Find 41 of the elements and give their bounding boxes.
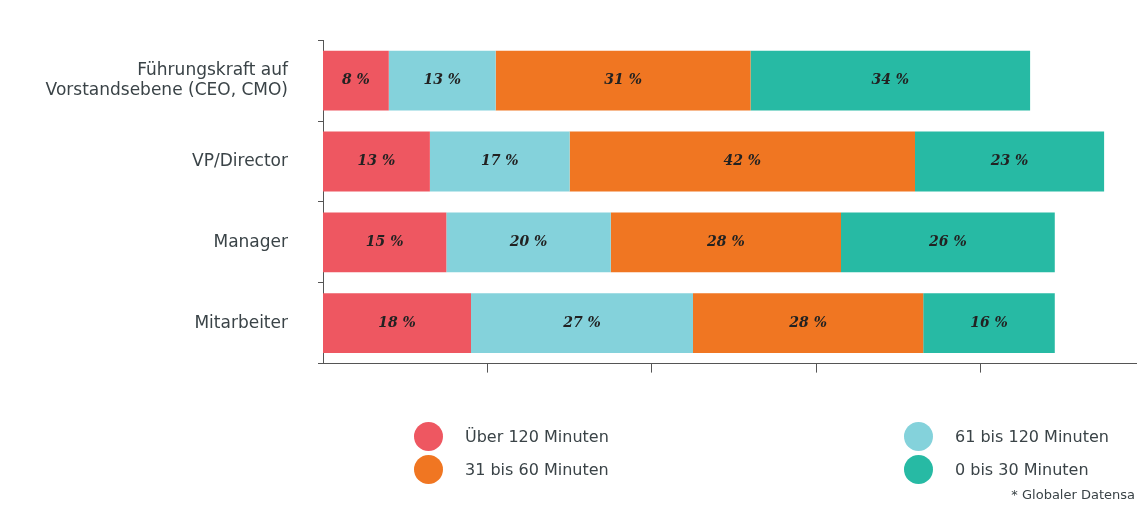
y-tick-label: Manager bbox=[213, 230, 288, 251]
data-label: 18 % bbox=[378, 313, 416, 330]
y-tick-label: VP/Director bbox=[192, 149, 288, 170]
bar bbox=[923, 293, 1055, 354]
bar bbox=[915, 131, 1105, 192]
legend-label: 31 bis 60 Minuten bbox=[465, 460, 609, 479]
bar bbox=[841, 212, 1055, 273]
y-tick-label: Führungskraft auf Vorstandsebene (CEO, CMO) bbox=[45, 58, 289, 100]
data-label: 8 % bbox=[341, 71, 370, 88]
y-tick-label: Mitarbeiter bbox=[194, 311, 288, 332]
bar bbox=[323, 293, 471, 354]
bar bbox=[323, 50, 389, 111]
bar bbox=[323, 131, 430, 192]
data-label: 17 % bbox=[480, 152, 519, 169]
data-label: 28 % bbox=[788, 313, 827, 330]
data-label: 20 % bbox=[508, 232, 548, 249]
legend-label: Über 120 Minuten bbox=[465, 427, 609, 446]
data-label: 27 % bbox=[562, 313, 601, 330]
bar bbox=[323, 212, 447, 273]
bar bbox=[388, 50, 496, 111]
legend-label: 0 bis 30 Minuten bbox=[955, 460, 1089, 479]
text: * Globaler Datensa bbox=[1011, 487, 1135, 502]
bar bbox=[750, 50, 1031, 111]
bar bbox=[429, 131, 570, 192]
bar bbox=[446, 212, 611, 273]
bar bbox=[693, 293, 924, 354]
bar bbox=[610, 212, 841, 273]
data-label: 16 % bbox=[970, 313, 1008, 330]
data-label: 34 % bbox=[871, 71, 910, 88]
data-label: 23 % bbox=[989, 152, 1029, 169]
data-label: 13 % bbox=[357, 152, 396, 169]
legend-label: 61 bis 120 Minuten bbox=[955, 427, 1109, 446]
bar bbox=[495, 50, 751, 111]
data-label: 15 % bbox=[365, 232, 404, 249]
data-label: 42 % bbox=[723, 152, 762, 169]
bar bbox=[569, 131, 915, 192]
data-label: 13 % bbox=[423, 71, 462, 88]
data-label: 28 % bbox=[706, 232, 745, 249]
data-label: 26 % bbox=[928, 232, 967, 249]
bar bbox=[471, 293, 693, 354]
data-label: 31 % bbox=[604, 71, 642, 88]
